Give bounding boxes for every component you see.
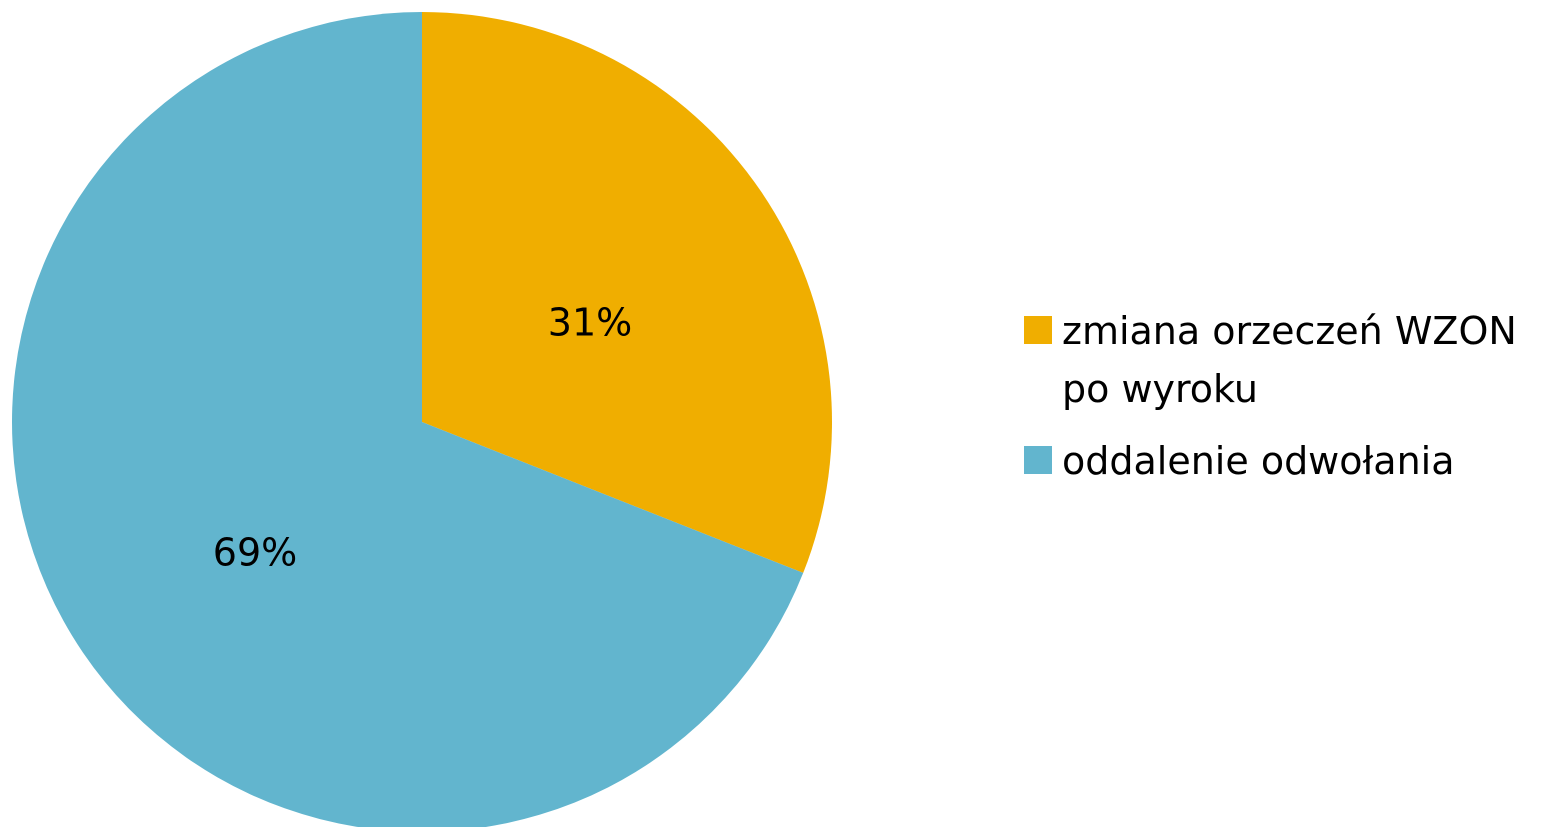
pie-slice-label-0: 31%: [548, 301, 632, 345]
pie-slices: [12, 12, 833, 827]
legend-label-1-line-0: oddalenie odwołania: [1062, 439, 1455, 483]
pie-slice-0: [422, 12, 833, 573]
legend-swatch-0: [1024, 316, 1052, 344]
pie-slice-labels: 31% 69%: [213, 301, 632, 575]
legend-label-0-line-0: zmiana orzeczeń WZON: [1062, 309, 1517, 353]
legend-swatch-1: [1024, 446, 1052, 474]
legend-label-0-line-1: po wyroku: [1062, 367, 1258, 411]
pie-slice-1: [12, 12, 804, 827]
pie-slice-label-1: 69%: [213, 531, 297, 575]
chart-legend: zmiana orzeczeń WZON po wyroku oddalenie o…: [1024, 309, 1517, 483]
